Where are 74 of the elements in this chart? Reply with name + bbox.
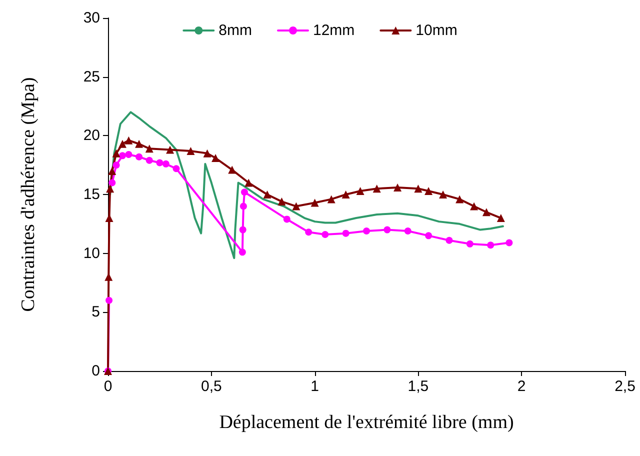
- x-tick-label: 1,5: [408, 378, 429, 395]
- point: [203, 149, 212, 158]
- point: [496, 214, 505, 222]
- point: [394, 183, 402, 192]
- point: [112, 149, 120, 158]
- point: [439, 190, 448, 198]
- point: [106, 184, 114, 193]
- point: [414, 184, 422, 193]
- point: [356, 186, 364, 195]
- point: [363, 227, 370, 234]
- point: [372, 184, 381, 193]
- x-tick-label: 2: [517, 378, 526, 395]
- point: [125, 150, 132, 158]
- y-tick-label: 5: [92, 304, 100, 321]
- point: [212, 154, 220, 162]
- legend-label: 8mm: [218, 22, 252, 39]
- y-tick-label: 10: [83, 244, 100, 262]
- point: [310, 198, 319, 207]
- y-tick-label: 15: [83, 186, 100, 203]
- point: [404, 227, 412, 234]
- x-tick-label: 0: [104, 378, 112, 395]
- point: [342, 190, 350, 198]
- legend-label: 12mm: [312, 22, 355, 39]
- y-tick-label: 25: [83, 68, 100, 86]
- point: [305, 228, 312, 236]
- point: [327, 195, 336, 204]
- point: [278, 198, 286, 206]
- point: [112, 162, 120, 169]
- x-tick-label: 0,5: [200, 378, 222, 395]
- point: [166, 146, 174, 154]
- point: [108, 166, 116, 175]
- line-series: [109, 111, 504, 260]
- point: [292, 202, 300, 210]
- point: [240, 202, 247, 210]
- x-axis-title: Déplacement de l'extrémité libre (mm): [219, 412, 514, 433]
- point: [425, 232, 432, 240]
- point: [172, 165, 180, 172]
- point: [240, 188, 248, 196]
- point: [146, 156, 153, 164]
- point: [239, 226, 246, 234]
- x-tick-label: 1: [310, 378, 319, 395]
- point: [263, 190, 272, 198]
- point: [487, 242, 494, 249]
- y-tick-label: 0: [92, 362, 100, 380]
- point: [283, 216, 290, 223]
- x-tick-label: 2,5: [614, 378, 636, 395]
- point: [466, 240, 474, 248]
- point: [124, 136, 133, 144]
- y-tick-label: 30: [83, 10, 100, 26]
- legend-label: 10mm: [416, 22, 458, 39]
- point: [342, 230, 350, 237]
- point: [136, 153, 143, 160]
- point: [470, 202, 478, 210]
- point: [506, 239, 513, 246]
- y-tick-label: 20: [83, 127, 100, 144]
- point: [145, 144, 154, 153]
- point: [106, 296, 113, 304]
- point: [322, 231, 329, 238]
- point: [228, 166, 236, 174]
- point: [244, 178, 253, 187]
- point: [424, 186, 433, 195]
- point: [135, 140, 144, 148]
- point: [108, 179, 116, 186]
- point: [118, 140, 126, 148]
- point: [456, 195, 464, 204]
- point: [186, 146, 195, 155]
- point: [384, 226, 391, 234]
- point: [156, 159, 164, 166]
- point: [446, 236, 453, 244]
- y-axis-title: Contraintes d'adhérence (Mpa): [18, 77, 39, 312]
- point: [482, 208, 490, 216]
- point: [162, 160, 170, 168]
- point: [238, 248, 246, 256]
- point: [118, 152, 126, 160]
